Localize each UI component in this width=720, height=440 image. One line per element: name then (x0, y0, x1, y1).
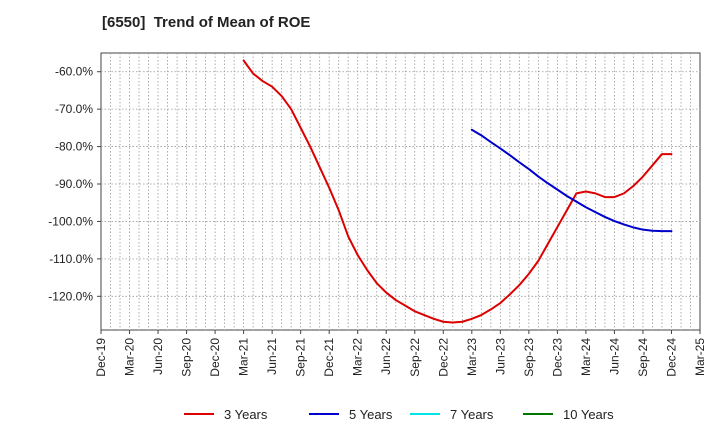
plot-background (100, 52, 701, 331)
y-tick-label: -60.0% (55, 65, 93, 79)
x-tick-label: Sep-23 (522, 338, 536, 377)
x-axis: Dec-19 Mar-20 Jun-20 Sep-20 Dec-20 Mar-21 Jun-… (94, 330, 707, 377)
x-tick-label: Dec-22 (436, 338, 450, 377)
x-tick-label: Jun-20 (151, 338, 165, 375)
x-tick-label: Sep-22 (408, 338, 422, 377)
y-tick-label: -100.0% (48, 214, 93, 228)
chart-title: [6550] Trend of Mean of ROE (102, 14, 311, 31)
x-tick-label: Mar-23 (465, 338, 479, 376)
x-tick-label: Mar-22 (351, 338, 365, 376)
x-tick-label: Jun-21 (265, 338, 279, 375)
series-layer (242, 59, 673, 324)
x-tick-label: Jun-23 (493, 338, 507, 375)
series-line-3-years (242, 59, 673, 324)
x-tick-label: Sep-20 (180, 338, 194, 377)
series-line-5-years (470, 128, 673, 233)
y-tick-label: -110.0% (49, 252, 93, 266)
legend: 3 Years 5 Years 7 Years 10 Years (184, 407, 614, 422)
y-tick-label: -90.0% (55, 177, 93, 191)
x-tick-label: Dec-19 (94, 338, 108, 377)
x-tick-label: Dec-23 (550, 338, 564, 377)
x-tick-label: Mar-21 (237, 338, 251, 376)
x-tick-label: Jun-22 (379, 338, 393, 375)
legend-label: 10 Years (563, 407, 614, 422)
y-tick-label: -70.0% (55, 102, 93, 116)
y-tick-label: -80.0% (55, 140, 93, 154)
x-tick-label: Mar-25 (693, 338, 707, 376)
x-tick-label: Dec-24 (664, 338, 678, 377)
x-tick-label: Dec-21 (322, 338, 336, 377)
x-tick-label: Jun-24 (607, 338, 621, 375)
y-axis: -60.0% -70.0% -80.0% -90.0% -100.0% -110.0% -1… (48, 65, 101, 303)
x-tick-label: Mar-24 (579, 338, 593, 376)
y-tick-label: -120.0% (48, 289, 93, 303)
x-tick-label: Dec-20 (208, 338, 222, 377)
legend-label: 5 Years (349, 407, 393, 422)
legend-label: 3 Years (224, 407, 268, 422)
legend-label: 7 Years (450, 407, 494, 422)
grid-lines (101, 53, 700, 330)
x-tick-label: Sep-21 (294, 338, 308, 377)
x-tick-label: Sep-24 (636, 338, 650, 377)
x-tick-label: Mar-20 (123, 338, 137, 376)
